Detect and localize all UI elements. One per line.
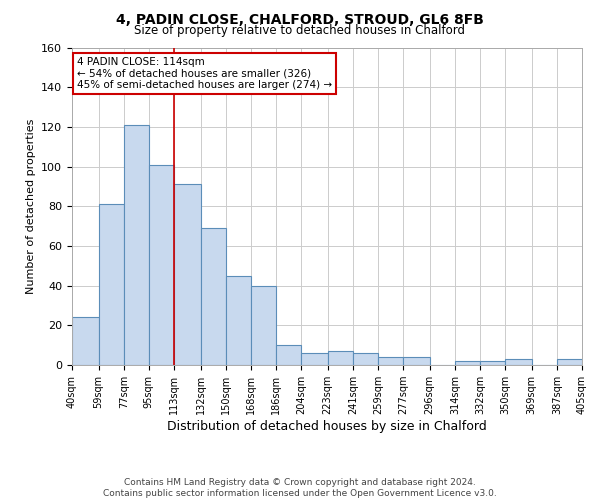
Y-axis label: Number of detached properties: Number of detached properties	[26, 118, 35, 294]
Bar	[480, 361, 505, 365]
Bar	[98, 204, 124, 365]
Bar	[72, 318, 98, 365]
Bar	[328, 351, 353, 365]
Bar	[251, 286, 276, 365]
X-axis label: Distribution of detached houses by size in Chalford: Distribution of detached houses by size …	[167, 420, 487, 433]
Text: Size of property relative to detached houses in Chalford: Size of property relative to detached ho…	[134, 24, 466, 37]
Bar	[124, 125, 149, 365]
Bar	[200, 228, 226, 365]
Bar	[403, 357, 430, 365]
Bar	[276, 345, 301, 365]
Bar	[174, 184, 200, 365]
Bar	[301, 353, 328, 365]
Bar	[149, 164, 174, 365]
Bar	[455, 361, 480, 365]
Bar	[557, 359, 582, 365]
Text: 4 PADIN CLOSE: 114sqm
← 54% of detached houses are smaller (326)
45% of semi-det: 4 PADIN CLOSE: 114sqm ← 54% of detached …	[77, 57, 332, 90]
Bar	[226, 276, 251, 365]
Bar	[353, 353, 378, 365]
Bar	[505, 359, 532, 365]
Text: Contains HM Land Registry data © Crown copyright and database right 2024.
Contai: Contains HM Land Registry data © Crown c…	[103, 478, 497, 498]
Text: 4, PADIN CLOSE, CHALFORD, STROUD, GL6 8FB: 4, PADIN CLOSE, CHALFORD, STROUD, GL6 8F…	[116, 12, 484, 26]
Bar	[378, 357, 403, 365]
